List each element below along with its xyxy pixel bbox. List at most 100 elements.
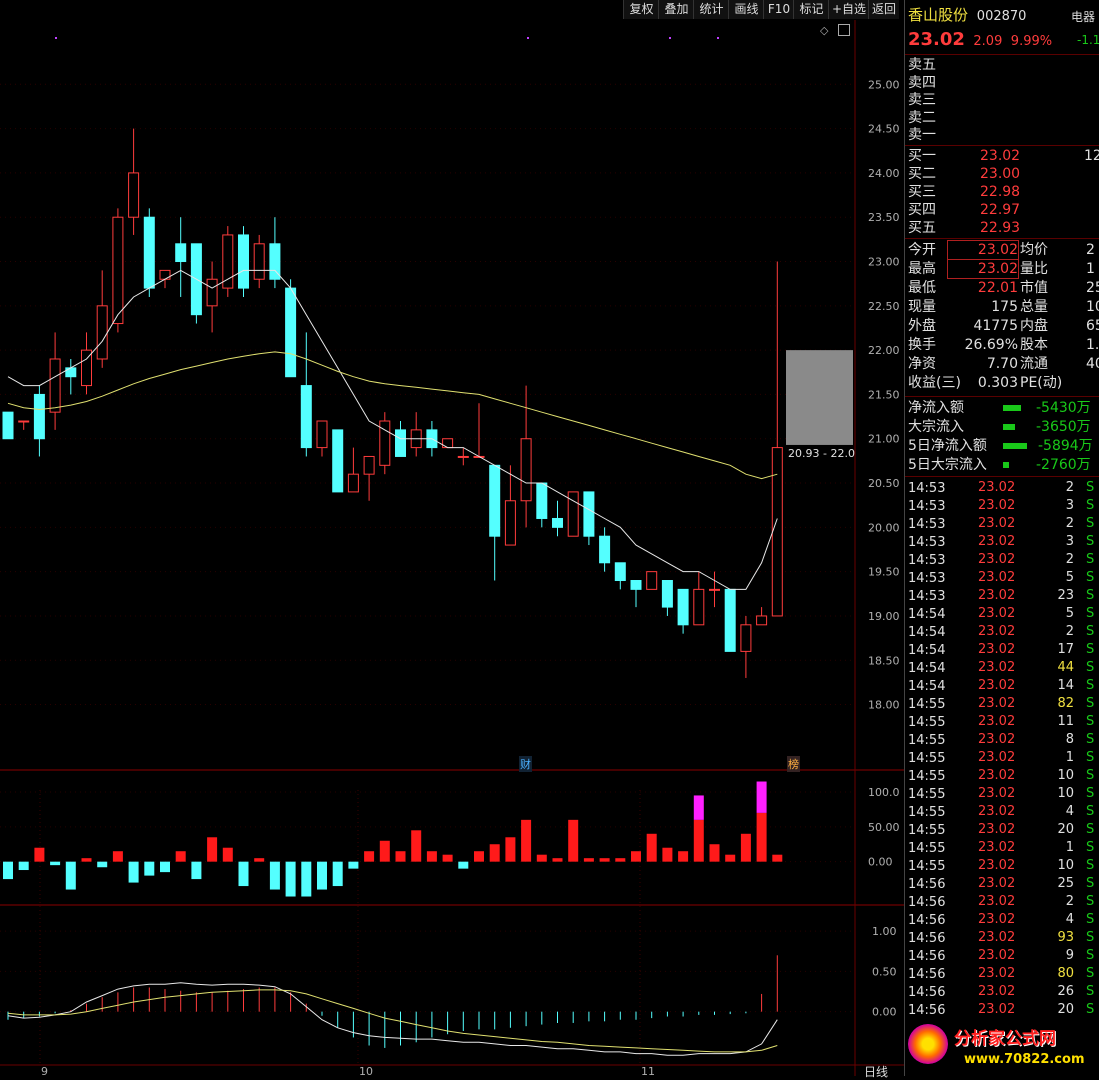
candle[interactable] bbox=[473, 403, 485, 458]
toolbar-button-0[interactable]: 复权 bbox=[623, 0, 659, 19]
candle[interactable] bbox=[379, 412, 391, 475]
candle[interactable] bbox=[81, 332, 92, 395]
billboard-marker[interactable]: 榜 bbox=[787, 756, 800, 772]
price-tick-label: 21.00 bbox=[868, 433, 900, 446]
tick-time: 14:55 bbox=[908, 805, 946, 820]
candle[interactable] bbox=[709, 571, 720, 608]
candle[interactable] bbox=[504, 465, 516, 546]
indicator-bar bbox=[379, 840, 390, 862]
tick-time: 14:56 bbox=[908, 913, 946, 928]
candle[interactable] bbox=[536, 482, 548, 528]
tick-volume: 93 bbox=[1057, 930, 1074, 945]
candle[interactable] bbox=[756, 607, 768, 626]
tick-side: S bbox=[1086, 876, 1095, 891]
toolbar-button-2[interactable]: 统计 bbox=[693, 0, 729, 19]
candle[interactable] bbox=[363, 455, 375, 501]
tick-price: 23.02 bbox=[978, 750, 1016, 765]
finance-marker[interactable]: 财 bbox=[519, 756, 532, 772]
bid-row: 买五 22.93 bbox=[908, 219, 1020, 237]
tick-row: 14:53 23.02 2 S bbox=[908, 551, 1094, 569]
flow-row: 大宗流入 -3650万 bbox=[908, 418, 1091, 436]
signal-dot bbox=[527, 37, 529, 39]
indicator-bar bbox=[678, 851, 689, 862]
tick-time: 14:55 bbox=[908, 769, 946, 784]
candle[interactable] bbox=[583, 491, 595, 546]
candle[interactable] bbox=[457, 447, 469, 466]
candle[interactable] bbox=[630, 580, 642, 608]
candle[interactable] bbox=[599, 527, 611, 572]
sector-name[interactable]: 电器 bbox=[1071, 10, 1096, 24]
bid-row: 买二 23.00 bbox=[908, 165, 1020, 183]
indicator-bar bbox=[97, 861, 108, 868]
bid-row: 买四 22.97 bbox=[908, 201, 1020, 219]
quote-label: 换手 bbox=[908, 337, 936, 353]
candle[interactable] bbox=[347, 447, 359, 493]
toolbar-button-7[interactable]: 返回 bbox=[868, 0, 899, 19]
toolbar-button-1[interactable]: 叠加 bbox=[658, 0, 694, 19]
flow-bar bbox=[1003, 462, 1009, 468]
sector-change: -1.1 bbox=[1077, 33, 1099, 47]
tick-volume: 9 bbox=[1065, 948, 1074, 963]
candle[interactable] bbox=[18, 420, 30, 430]
candle[interactable] bbox=[740, 615, 752, 678]
period-label[interactable]: 日线 bbox=[864, 1065, 889, 1079]
candle[interactable] bbox=[661, 580, 673, 616]
candle[interactable] bbox=[724, 588, 736, 652]
toolbar-button-4[interactable]: F10 bbox=[763, 0, 794, 19]
tick-volume: 2 bbox=[1065, 624, 1074, 639]
candle[interactable] bbox=[410, 412, 422, 457]
candle[interactable] bbox=[206, 261, 218, 333]
candle[interactable] bbox=[520, 385, 532, 528]
tick-volume: 5 bbox=[1065, 606, 1074, 621]
tick-volume: 80 bbox=[1057, 966, 1074, 981]
window-toggle-icon[interactable] bbox=[838, 24, 850, 36]
candle[interactable] bbox=[614, 562, 626, 590]
tick-price: 23.02 bbox=[978, 660, 1016, 675]
kline-chart-area[interactable]: 25.00 24.50 24.00 23.50 23.00 22.50 22.00 21.50… bbox=[0, 0, 904, 1076]
candle[interactable] bbox=[552, 500, 563, 537]
candle[interactable] bbox=[269, 217, 281, 289]
bid-row: 买一 23.02 12 bbox=[908, 147, 1099, 165]
candle[interactable] bbox=[646, 571, 658, 590]
candle[interactable] bbox=[300, 332, 312, 457]
candle[interactable] bbox=[489, 464, 501, 581]
candle[interactable] bbox=[128, 128, 140, 235]
candle[interactable] bbox=[442, 438, 454, 449]
indicator-bar bbox=[568, 819, 579, 862]
tick-time: 14:53 bbox=[908, 535, 946, 550]
candle[interactable] bbox=[693, 571, 705, 626]
flow-value: -2760万 bbox=[1036, 457, 1091, 473]
quote-label: 收益(三) bbox=[908, 375, 961, 391]
candle[interactable] bbox=[96, 270, 108, 368]
tick-price: 23.02 bbox=[978, 642, 1016, 657]
macd-tick-label: 0.00 bbox=[872, 1006, 897, 1019]
candle[interactable] bbox=[567, 491, 579, 537]
candle[interactable] bbox=[677, 588, 689, 634]
candle[interactable] bbox=[316, 420, 328, 457]
tick-time: 14:55 bbox=[908, 715, 946, 730]
candle[interactable] bbox=[65, 358, 77, 395]
candle[interactable] bbox=[222, 226, 234, 297]
ask-label: 卖五 bbox=[908, 57, 936, 73]
tick-row: 14:53 23.02 5 S bbox=[908, 569, 1094, 587]
tick-volume: 4 bbox=[1065, 804, 1074, 819]
candle[interactable] bbox=[49, 332, 61, 430]
candle[interactable] bbox=[175, 217, 187, 297]
candle[interactable] bbox=[143, 208, 155, 297]
toolbar-button-6[interactable]: +自选 bbox=[828, 0, 869, 19]
toolbar-button-5[interactable]: 标记 bbox=[793, 0, 829, 19]
candle[interactable] bbox=[33, 385, 45, 457]
candle[interactable] bbox=[238, 226, 249, 297]
candle[interactable] bbox=[253, 234, 265, 289]
candle[interactable] bbox=[190, 243, 202, 324]
quote-label: 净资 bbox=[908, 356, 936, 372]
ask-row: 卖三 bbox=[908, 91, 936, 109]
tick-time: 14:55 bbox=[908, 751, 946, 766]
candle[interactable] bbox=[2, 411, 14, 440]
diamond-icon[interactable]: ◇ bbox=[820, 24, 829, 37]
candle[interactable] bbox=[112, 208, 124, 333]
quote-value: 175 bbox=[991, 299, 1018, 315]
candle[interactable] bbox=[332, 429, 344, 493]
macd-dif-line bbox=[7, 982, 778, 1056]
toolbar-button-3[interactable]: 画线 bbox=[728, 0, 764, 19]
